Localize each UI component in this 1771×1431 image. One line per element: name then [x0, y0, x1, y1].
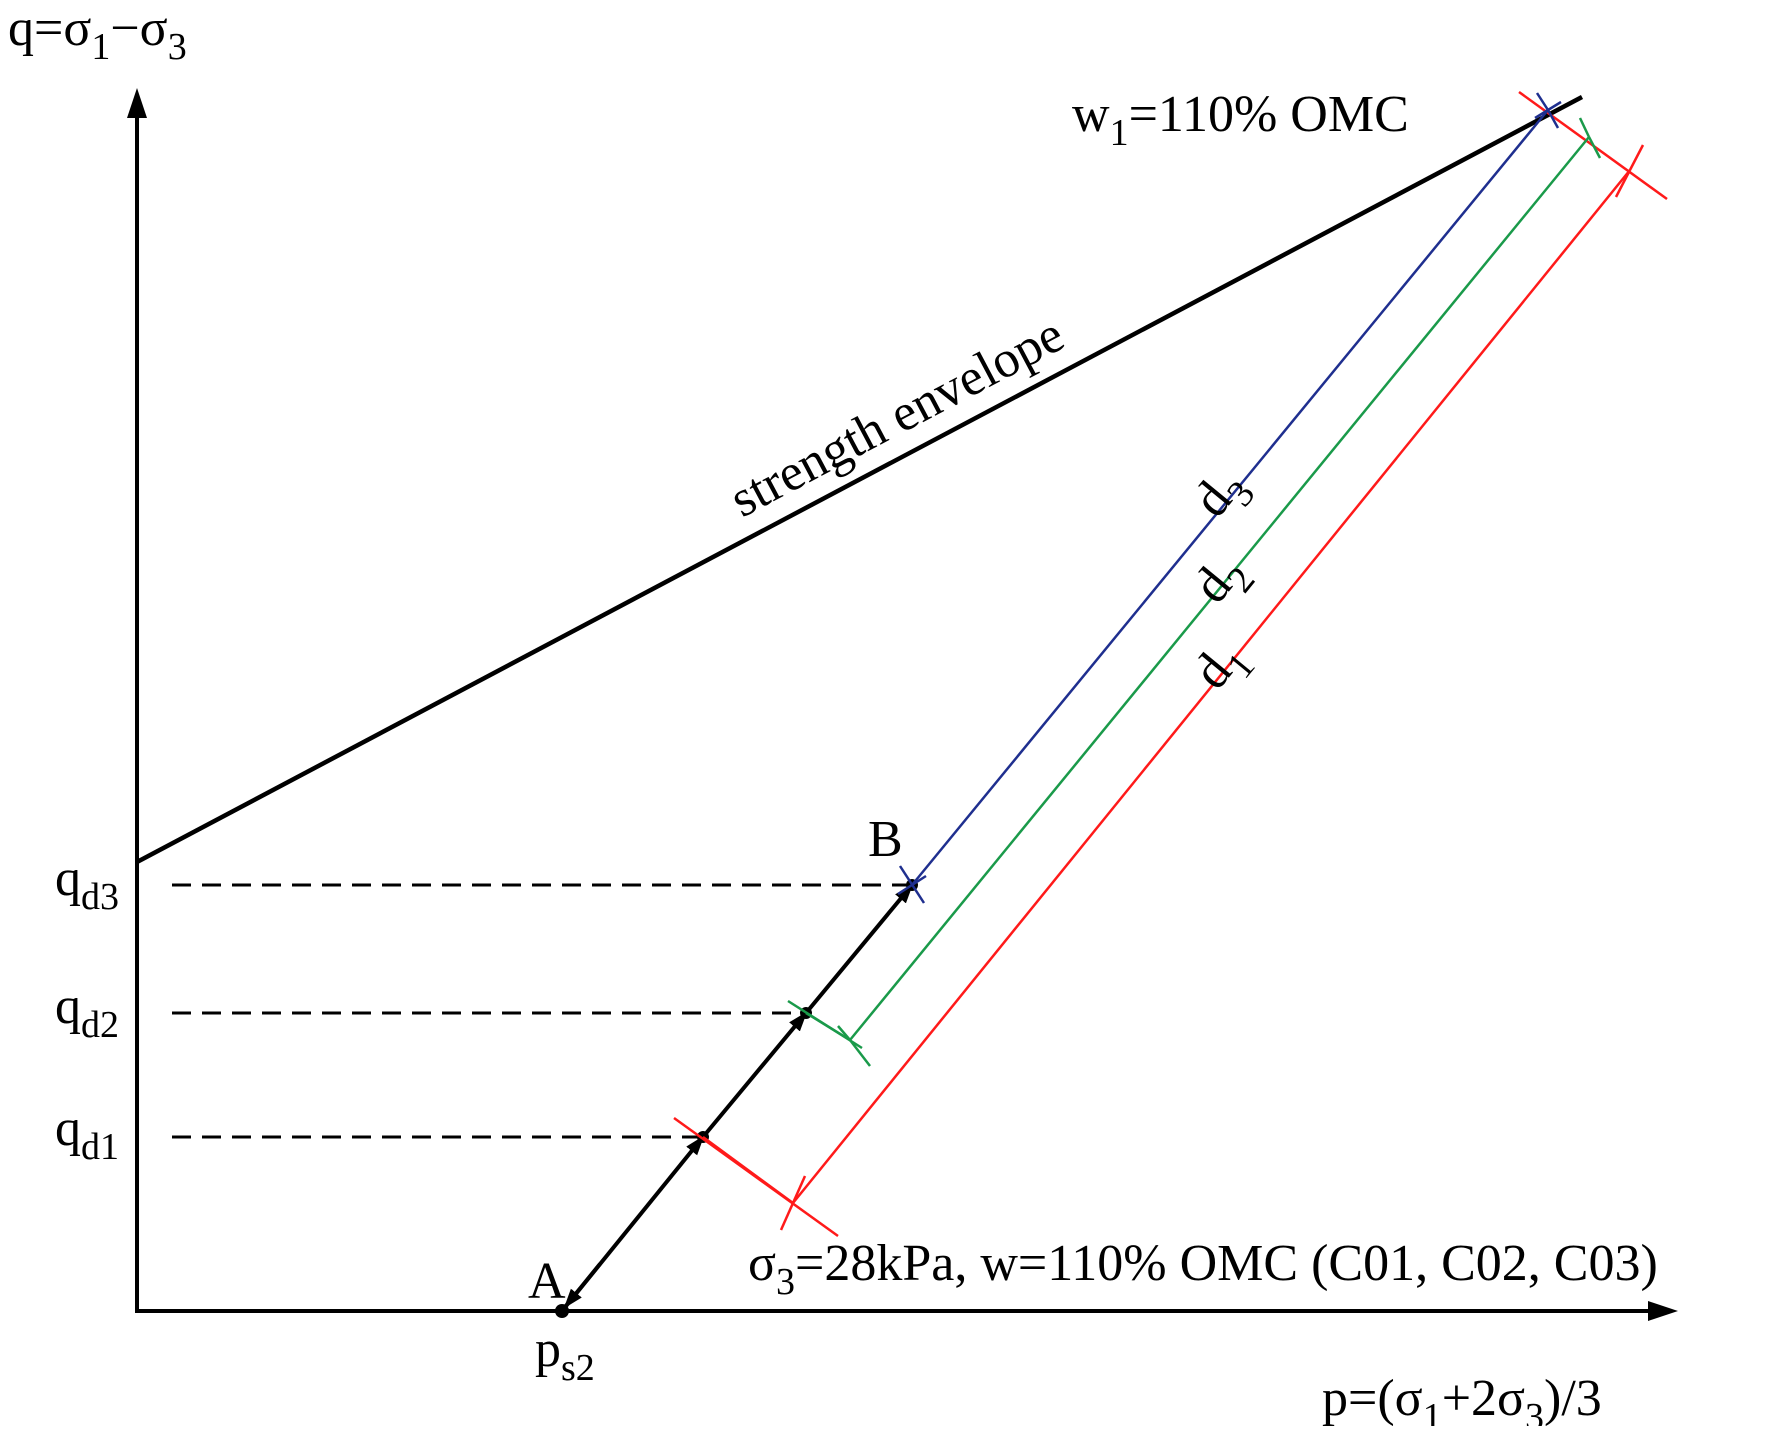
dimension-d2	[787, 117, 1602, 1067]
stress-path-segment-3	[804, 883, 914, 1015]
strength-envelope-label: strength envelope	[721, 306, 1073, 529]
x-axis-arrowhead	[1648, 1301, 1678, 1321]
dimension-d3	[897, 92, 1562, 904]
dimension-d1	[673, 90, 1668, 1238]
qd1-label: qd1	[55, 1100, 119, 1168]
stress-path-segment-2	[701, 1011, 808, 1139]
ps2-label: ps2	[535, 1321, 595, 1389]
moisture-label: w1=110% OMC	[1072, 86, 1409, 154]
stress-path-return-arrow	[563, 1262, 602, 1309]
d3-label: d3	[1182, 457, 1263, 535]
point-A-dot	[555, 1304, 569, 1318]
test-condition-label: σ3=28kPa, w=110% OMC (C01, C02, C03)	[748, 1235, 1658, 1303]
d2-label: d2	[1182, 543, 1263, 621]
point-A-label: A	[528, 1253, 566, 1310]
y-axis-arrowhead	[127, 88, 147, 118]
d1-label: d1	[1182, 629, 1263, 707]
strength-envelope-line	[135, 95, 1584, 864]
qd2-label: qd2	[55, 978, 119, 1046]
qd3-label: qd3	[55, 850, 119, 918]
y-axis-label: q=σ1−σ3	[8, 0, 187, 68]
x-axis-label: p=(σ1+2σ3)/3	[1322, 1370, 1602, 1426]
point-B-label: B	[868, 811, 903, 868]
